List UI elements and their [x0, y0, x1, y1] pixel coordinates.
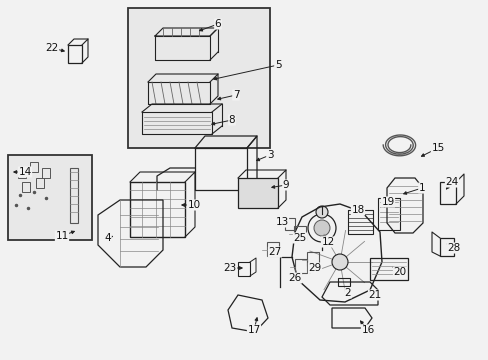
Text: 15: 15 [430, 143, 444, 153]
Bar [294, 259, 306, 273]
Bar [8, 155, 92, 240]
Bar [337, 278, 349, 286]
Text: 21: 21 [367, 290, 381, 300]
Bar [369, 258, 407, 280]
Text: 18: 18 [351, 205, 364, 215]
Circle shape [313, 220, 329, 236]
Text: 29: 29 [308, 263, 321, 273]
Text: 11: 11 [55, 231, 68, 241]
Text: 6: 6 [214, 19, 221, 29]
Bar [238, 178, 278, 208]
Text: 2: 2 [344, 288, 350, 298]
Bar [439, 182, 455, 204]
Bar [22, 182, 30, 192]
Text: 17: 17 [247, 325, 260, 335]
Text: 25: 25 [293, 233, 306, 243]
Text: 23: 23 [223, 263, 236, 273]
Circle shape [315, 206, 327, 218]
Bar [36, 178, 44, 188]
Text: 8: 8 [228, 115, 235, 125]
Text: 27: 27 [268, 247, 281, 257]
Bar [347, 210, 372, 234]
Bar [42, 168, 50, 178]
Text: 10: 10 [187, 200, 200, 210]
Bar [128, 8, 269, 148]
Bar [266, 242, 279, 256]
Text: 14: 14 [19, 167, 32, 177]
Text: 4: 4 [104, 233, 111, 243]
Bar [377, 198, 399, 230]
Text: 12: 12 [321, 237, 334, 247]
Bar [30, 162, 38, 172]
Bar [238, 262, 249, 276]
Bar [18, 168, 26, 178]
Bar [68, 45, 82, 63]
Text: 9: 9 [282, 180, 289, 190]
Circle shape [331, 254, 347, 270]
Text: 24: 24 [445, 177, 458, 187]
Bar [439, 238, 453, 256]
Text: 26: 26 [288, 273, 301, 283]
Text: 22: 22 [45, 43, 59, 53]
Bar [70, 168, 78, 223]
Text: 19: 19 [381, 197, 394, 207]
Text: 16: 16 [361, 325, 374, 335]
Text: 28: 28 [447, 243, 460, 253]
Bar [306, 252, 318, 266]
Text: 13: 13 [275, 217, 288, 227]
Bar [130, 182, 184, 237]
Text: 20: 20 [393, 267, 406, 277]
Bar [293, 226, 305, 240]
Bar [285, 218, 294, 230]
Text: 7: 7 [232, 90, 239, 100]
Text: 5: 5 [274, 60, 281, 70]
Text: 3: 3 [266, 150, 273, 160]
Text: 1: 1 [418, 183, 425, 193]
